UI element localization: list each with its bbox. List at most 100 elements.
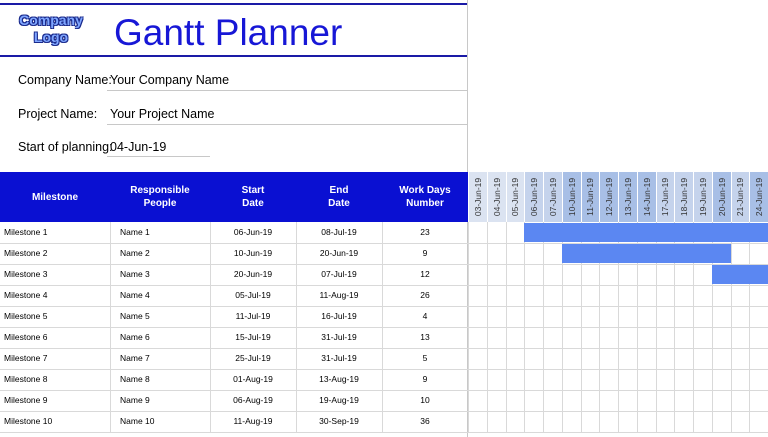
table-row[interactable]: Milestone 6 Name 6 15-Jul-19 31-Jul-19 13	[0, 327, 768, 348]
responsible-cell: Name 4	[120, 290, 150, 300]
timeline-day-label: 19-Jun-19	[697, 177, 708, 217]
work-days-cell: 4	[422, 311, 428, 321]
timeline-day-header: 18-Jun-19	[674, 172, 693, 222]
header-top-rule	[0, 3, 468, 5]
start-date-cell: 01-Aug-19	[233, 374, 273, 384]
milestone-cell: Milestone 3	[4, 269, 48, 279]
row-divider	[0, 306, 768, 307]
column-header-work-days[interactable]: Work Days Number	[382, 172, 468, 222]
timeline-day-label: 18-Jun-19	[679, 177, 690, 217]
responsible-cell: Name 6	[120, 332, 150, 342]
timeline-day-header: 19-Jun-19	[693, 172, 712, 222]
start-date-cell: 25-Jul-19	[235, 353, 271, 363]
responsible-header-line-2: People	[143, 198, 177, 209]
table-row[interactable]: Milestone 10 Name 10 11-Aug-19 30-Sep-19 36	[0, 411, 768, 432]
gantt-grid-line	[674, 222, 676, 432]
gantt-bar[interactable]	[524, 223, 768, 242]
work-days-cell: 5	[422, 353, 428, 363]
responsible-cell: Name 10	[120, 416, 155, 426]
milestone-cell: Milestone 2	[4, 248, 48, 258]
milestone-cell: Milestone 1	[4, 227, 48, 237]
gantt-grid-line	[618, 222, 619, 432]
column-divider	[296, 222, 297, 432]
start-date-cell: 06-Aug-19	[233, 395, 273, 405]
table-row[interactable]: Milestone 7 Name 7 25-Jul-19 31-Jul-19 5	[0, 348, 768, 369]
table-header	[0, 172, 468, 222]
start-date-cell: 11-Jul-19	[235, 311, 271, 321]
header-bottom-rule	[0, 55, 468, 57]
row-divider	[0, 327, 768, 328]
end-header-line-1: End	[329, 185, 349, 196]
start-of-planning-field[interactable]: 04-Jun-19	[110, 140, 167, 154]
company-name-field[interactable]: Your Company Name	[110, 73, 230, 87]
timeline-day-header: 10-Jun-19	[561, 172, 581, 222]
timeline-day-header: 11-Jun-19	[580, 172, 600, 222]
timeline-day-header: 14-Jun-19	[636, 172, 656, 222]
responsible-cell: Name 7	[120, 353, 150, 363]
milestone-cell: Milestone 5	[4, 311, 48, 321]
table-row[interactable]: Milestone 1 Name 1 06-Jun-19 08-Jul-19 23	[0, 222, 768, 243]
end-date-cell: 19-Aug-19	[319, 395, 359, 405]
gantt-grid-line	[636, 222, 638, 432]
timeline-day-label: 07-Jun-19	[547, 177, 558, 217]
timeline-day-label: 04-Jun-19	[491, 177, 502, 217]
end-date-cell: 11-Aug-19	[319, 290, 359, 300]
end-date-cell: 16-Jul-19	[321, 311, 357, 321]
responsible-cell: Name 2	[120, 248, 150, 258]
row-divider	[0, 369, 768, 370]
responsible-cell: Name 1	[120, 227, 150, 237]
table-row[interactable]: Milestone 4 Name 4 05-Jul-19 11-Aug-19 26	[0, 285, 768, 306]
column-header-end-date[interactable]: End Date	[296, 172, 382, 222]
timeline-day-header: 12-Jun-19	[599, 172, 618, 222]
row-divider	[0, 264, 768, 265]
row-divider	[0, 411, 768, 412]
gantt-grid-line	[711, 222, 713, 432]
start-date-cell: 20-Jun-19	[233, 269, 273, 279]
work-days-cell: 12	[420, 269, 430, 279]
end-header-line-2: Date	[328, 198, 350, 209]
start-header-line-1: Start	[241, 185, 265, 196]
gantt-grid-line	[486, 222, 488, 432]
table-row[interactable]: Milestone 9 Name 9 06-Aug-19 19-Aug-19 10	[0, 390, 768, 411]
work-days-cell: 9	[422, 374, 428, 384]
end-date-cell: 08-Jul-19	[321, 227, 357, 237]
gantt-grid-line	[468, 222, 469, 432]
company-name-underline	[107, 90, 468, 91]
gantt-bar[interactable]	[711, 265, 768, 284]
timeline-day-header: 06-Jun-19	[524, 172, 543, 222]
table-row[interactable]: Milestone 2 Name 2 10-Jun-19 20-Jun-19 9	[0, 243, 768, 264]
start-date-cell: 11-Aug-19	[233, 416, 273, 426]
column-header-responsible[interactable]: Responsible People	[110, 172, 210, 222]
gantt-grid-line	[655, 222, 657, 432]
gantt-grid-line	[730, 222, 732, 432]
timeline-day-header: 05-Jun-19	[505, 172, 525, 222]
workdays-header-line-2: Number	[406, 198, 444, 209]
timeline-day-header: 03-Jun-19	[468, 172, 487, 222]
page-title: Gantt Planner	[114, 12, 343, 53]
table-row[interactable]: Milestone 5 Name 5 11-Jul-19 16-Jul-19 4	[0, 306, 768, 327]
start-date-cell: 05-Jul-19	[235, 290, 271, 300]
column-header-start-date[interactable]: Start Date	[210, 172, 296, 222]
project-name-underline	[107, 124, 468, 125]
gantt-grid-line	[599, 222, 601, 432]
responsible-cell: Name 5	[120, 311, 150, 321]
responsible-cell: Name 9	[120, 395, 150, 405]
responsible-cell: Name 3	[120, 269, 150, 279]
timeline-day-label: 11-Jun-19	[585, 178, 596, 216]
column-header-milestone[interactable]: Milestone	[0, 172, 110, 222]
project-name-field[interactable]: Your Project Name	[110, 107, 215, 121]
start-date-cell: 06-Jun-19	[233, 227, 273, 237]
company-name-label: Company Name:	[18, 73, 112, 87]
row-divider	[0, 390, 768, 391]
timeline-day-label: 05-Jun-19	[510, 177, 521, 217]
column-divider	[210, 222, 211, 432]
table-row[interactable]: Milestone 3 Name 3 20-Jun-19 07-Jul-19 12	[0, 264, 768, 285]
responsible-cell: Name 8	[120, 374, 150, 384]
gantt-bar[interactable]	[561, 244, 731, 263]
end-date-cell: 30-Sep-19	[319, 416, 359, 426]
table-row[interactable]: Milestone 8 Name 8 01-Aug-19 13-Aug-19 9	[0, 369, 768, 390]
work-days-cell: 10	[420, 395, 430, 405]
timeline-day-label: 06-Jun-19	[529, 177, 540, 217]
timeline-day-label: 12-Jun-19	[604, 177, 615, 217]
timeline-day-label: 10-Jun-19	[566, 177, 577, 217]
